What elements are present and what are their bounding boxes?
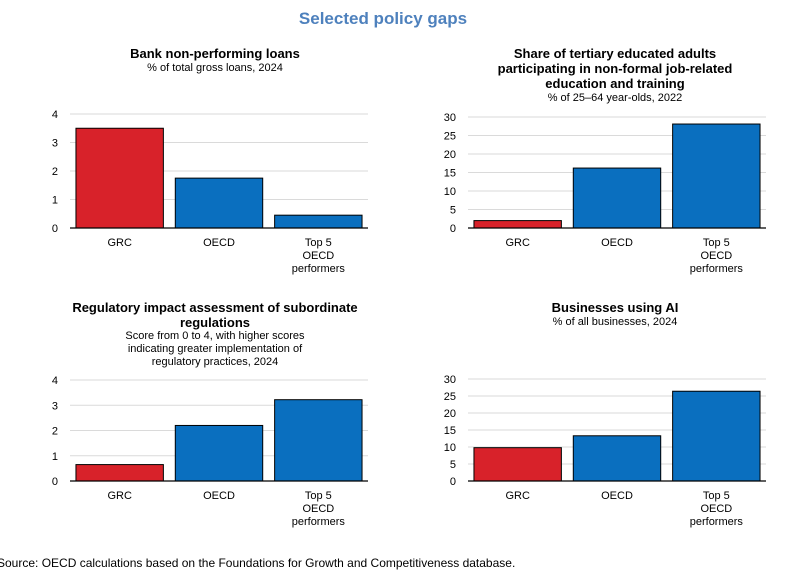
chart-subtitle: Score from 0 to 4, with higher scores in…	[125, 330, 305, 368]
bar	[174, 424, 264, 482]
chart-title: Share of tertiary educated adults partic…	[497, 46, 733, 91]
chart-subtitle: % of all businesses, 2024	[552, 316, 678, 328]
y-tick-label: 25	[444, 131, 456, 143]
y-tick-label: 20	[444, 408, 456, 420]
bar	[274, 399, 363, 482]
y-tick-label: 30	[444, 374, 456, 386]
bar	[473, 447, 562, 482]
y-tick-label: 15	[444, 425, 456, 437]
chart-title: Bank non-performing loans	[130, 46, 300, 61]
x-tick-label: Top 5 OECD performers	[690, 237, 744, 275]
chart-panel-regulatory-impact: Regulatory impact assessment of subordin…	[60, 300, 370, 375]
bar	[174, 177, 264, 229]
x-tick-label: Top 5 OECD performers	[690, 490, 744, 528]
x-tick-label: OECD	[601, 237, 633, 249]
bar	[75, 127, 164, 229]
x-tick-label: Top 5 OECD performers	[292, 237, 346, 275]
chart-panel-bank-npl: Bank non-performing loans % of total gro…	[40, 46, 390, 281]
x-tick-label: GRC	[505, 237, 530, 249]
y-tick-label: 0	[52, 476, 58, 488]
x-tick-label: GRC	[107, 490, 132, 502]
y-tick-label: 1	[52, 195, 58, 207]
y-tick-label: 3	[52, 138, 58, 150]
y-tick-label: 2	[52, 426, 58, 438]
chart-subtitle: % of 25–64 year-olds, 2022	[547, 92, 683, 104]
bar	[572, 167, 662, 229]
y-tick-label: 15	[444, 168, 456, 180]
figure-title: Selected policy gaps	[298, 9, 468, 28]
y-tick-label: 5	[450, 205, 456, 217]
y-tick-label: 0	[450, 223, 456, 235]
bar	[672, 123, 761, 229]
chart-title: Businesses using AI	[551, 300, 679, 315]
x-tick-label: OECD	[601, 490, 633, 502]
y-tick-label: 0	[52, 223, 58, 235]
x-tick-label: GRC	[505, 490, 530, 502]
x-tick-label: OECD	[203, 237, 235, 249]
x-tick-label: GRC	[107, 237, 132, 249]
bar	[572, 435, 662, 482]
source-note: Source: OECD calculations based on the F…	[0, 556, 516, 570]
chart-panel-tertiary-education: Share of tertiary educated adults partic…	[450, 46, 780, 281]
y-tick-label: 5	[450, 459, 456, 471]
x-tick-label: Top 5 OECD performers	[292, 490, 346, 528]
chart-panel-businesses-ai: Businesses using AI % of all businesses,…	[450, 300, 780, 340]
chart-subtitle: % of total gross loans, 2024	[147, 62, 283, 74]
bar	[672, 390, 761, 482]
y-tick-label: 30	[444, 112, 456, 124]
y-tick-label: 25	[444, 391, 456, 403]
y-tick-label: 1	[52, 451, 58, 463]
y-tick-label: 4	[52, 375, 58, 387]
y-tick-label: 20	[444, 149, 456, 161]
x-tick-label: OECD	[203, 490, 235, 502]
y-tick-label: 10	[444, 186, 456, 198]
chart-title: Regulatory impact assessment of subordin…	[72, 300, 358, 330]
y-tick-label: 3	[52, 400, 58, 412]
y-tick-label: 2	[52, 166, 58, 178]
y-tick-label: 10	[444, 442, 456, 454]
y-tick-label: 0	[450, 476, 456, 488]
y-tick-label: 4	[52, 109, 58, 121]
